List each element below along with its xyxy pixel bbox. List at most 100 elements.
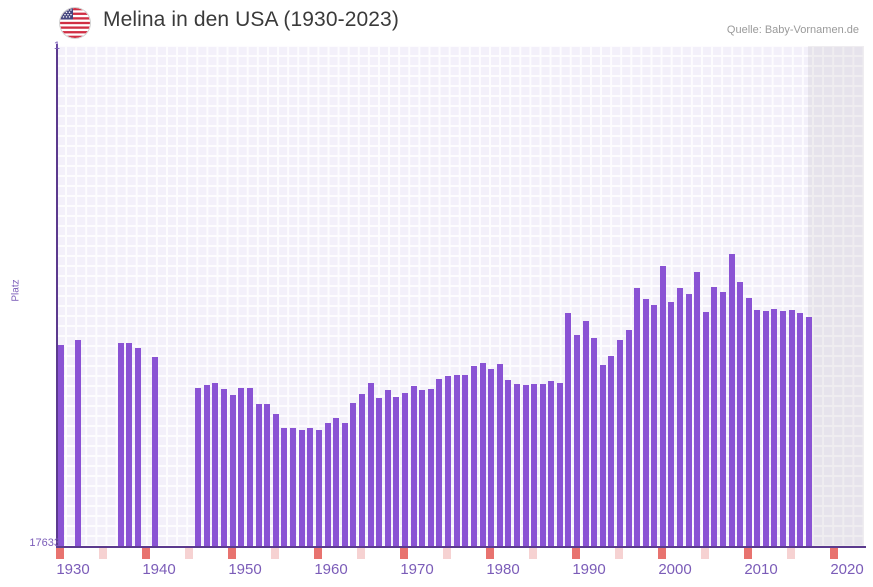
bar-1970[interactable] [402, 393, 408, 546]
bar-1972[interactable] [419, 390, 425, 546]
bar-1976[interactable] [454, 375, 460, 546]
us-flag-icon [60, 8, 90, 38]
bar-1996[interactable] [626, 330, 632, 546]
bar-1981[interactable] [497, 364, 503, 546]
bar-1997[interactable] [634, 288, 640, 546]
bar-1987[interactable] [548, 381, 554, 546]
x-axis-tick-2015 [786, 548, 795, 559]
y-axis-line [56, 44, 58, 548]
chart-header: Melina in den USA (1930-2023) Quelle: Ba… [0, 0, 873, 46]
bar-1948[interactable] [212, 383, 218, 546]
no-data-shaded-region [808, 46, 864, 546]
x-axis-tick-1940 [141, 548, 150, 559]
bar-2013[interactable] [771, 309, 777, 546]
bar-1968[interactable] [385, 390, 391, 546]
bar-1977[interactable] [462, 375, 468, 546]
bar-1992[interactable] [591, 338, 597, 546]
bar-2007[interactable] [720, 292, 726, 546]
bar-2005[interactable] [703, 312, 709, 546]
bar-2004[interactable] [694, 272, 700, 546]
bar-2006[interactable] [711, 287, 717, 546]
bar-1937[interactable] [118, 343, 124, 546]
bar-1975[interactable] [445, 376, 451, 546]
bar-2008[interactable] [729, 254, 735, 546]
bar-1991[interactable] [583, 321, 589, 546]
bar-1947[interactable] [204, 385, 210, 546]
bar-1969[interactable] [393, 397, 399, 546]
bar-1973[interactable] [428, 389, 434, 546]
bar-1954[interactable] [264, 404, 270, 546]
bar-1963[interactable] [342, 423, 348, 546]
bar-1962[interactable] [333, 418, 339, 546]
bar-1986[interactable] [540, 384, 546, 546]
bar-1999[interactable] [651, 305, 657, 546]
bar-2014[interactable] [780, 311, 786, 546]
bar-1980[interactable] [488, 369, 494, 546]
bar-1967[interactable] [376, 398, 382, 546]
bar-1990[interactable] [574, 335, 580, 546]
bar-2016[interactable] [797, 313, 803, 546]
bar-1994[interactable] [608, 356, 614, 546]
bar-2010[interactable] [746, 298, 752, 546]
x-axis-tick-1950 [227, 548, 236, 559]
bar-1949[interactable] [221, 389, 227, 546]
bar-1951[interactable] [238, 388, 244, 546]
bar-1983[interactable] [514, 384, 520, 546]
y-axis-top-tick-label: 1 [53, 40, 60, 52]
bar-1978[interactable] [471, 366, 477, 546]
bar-1932[interactable] [75, 340, 81, 546]
bar-1952[interactable] [247, 388, 253, 546]
bar-1965[interactable] [359, 394, 365, 546]
bar-1971[interactable] [411, 386, 417, 546]
bar-1939[interactable] [135, 348, 141, 546]
x-axis-tick-2010 [743, 548, 752, 559]
bar-1989[interactable] [565, 313, 571, 546]
bar-1946[interactable] [195, 388, 201, 546]
bar-2001[interactable] [668, 302, 674, 546]
bar-1961[interactable] [325, 423, 331, 546]
bar-2009[interactable] [737, 282, 743, 546]
x-axis-tick-1980 [485, 548, 494, 559]
bar-2000[interactable] [660, 266, 666, 546]
y-axis-title: Platz [10, 279, 22, 302]
bar-1988[interactable] [557, 383, 563, 546]
bar-1959[interactable] [307, 428, 313, 546]
x-axis-label-1980: 1980 [486, 561, 520, 578]
bar-1974[interactable] [436, 379, 442, 546]
bar-2015[interactable] [789, 310, 795, 546]
x-axis-label-1940: 1940 [142, 561, 176, 578]
bar-1998[interactable] [643, 299, 649, 546]
x-axis-tick-1970 [399, 548, 408, 559]
bar-1966[interactable] [368, 383, 374, 546]
bar-1984[interactable] [523, 385, 529, 546]
bar-1950[interactable] [230, 395, 236, 546]
bar-1960[interactable] [316, 430, 322, 546]
x-axis-tick-1965 [356, 548, 365, 559]
bar-2011[interactable] [754, 310, 760, 546]
x-axis-tick-2005 [700, 548, 709, 559]
bar-1958[interactable] [299, 430, 305, 546]
bar-1995[interactable] [617, 340, 623, 546]
bar-1956[interactable] [281, 428, 287, 546]
bar-2002[interactable] [677, 288, 683, 546]
source-attribution: Quelle: Baby-Vornamen.de [726, 24, 859, 36]
bar-1940[interactable] [152, 357, 158, 546]
bar-2012[interactable] [763, 311, 769, 546]
bar-1964[interactable] [350, 403, 356, 546]
bar-2017[interactable] [806, 317, 812, 546]
bar-1953[interactable] [256, 404, 262, 546]
y-axis-bottom-tick-label: 17633 [29, 537, 60, 549]
bar-1957[interactable] [290, 428, 296, 546]
x-axis-label-1960: 1960 [314, 561, 348, 578]
bar-1993[interactable] [600, 365, 606, 546]
bar-2003[interactable] [686, 294, 692, 546]
bar-1982[interactable] [505, 380, 511, 546]
bar-1938[interactable] [126, 343, 132, 546]
bar-1985[interactable] [531, 384, 537, 546]
bar-1955[interactable] [273, 414, 279, 546]
x-axis-label-2020: 2020 [830, 561, 864, 578]
bar-1979[interactable] [480, 363, 486, 546]
x-axis-label-1930: 1930 [56, 561, 90, 578]
x-axis-label-1950: 1950 [228, 561, 262, 578]
bar-1930[interactable] [58, 345, 64, 546]
